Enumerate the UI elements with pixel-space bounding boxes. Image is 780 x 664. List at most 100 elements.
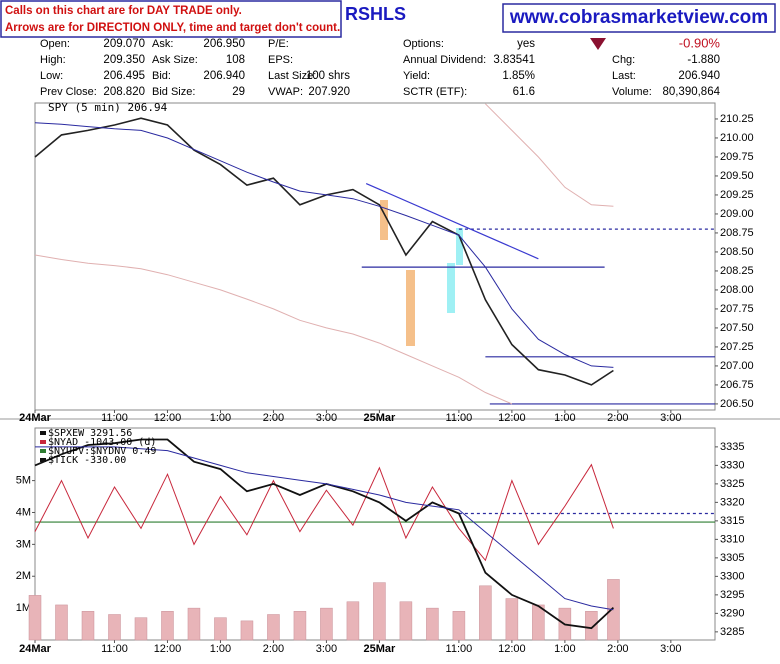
x-tick-label: 24Mar — [19, 643, 52, 655]
quote-value: 208.820 — [103, 86, 145, 98]
arrow-marker — [447, 263, 455, 313]
x-tick-label: 1:00 — [210, 643, 231, 655]
volume-bar — [267, 614, 280, 641]
series-line — [34, 122, 614, 368]
quote-label: VWAP: — [268, 86, 303, 98]
quote-value: 100 shrs — [306, 70, 350, 82]
y2-tick-label: 3335 — [720, 441, 744, 453]
quote-value: 209.350 — [103, 54, 145, 66]
quote-label: Last Size: — [268, 70, 316, 82]
y-tick-label: 2M — [16, 570, 31, 582]
volume-bar — [293, 611, 307, 641]
y-tick-label: 208.50 — [720, 246, 754, 258]
quote-value: 3.83541 — [493, 54, 535, 66]
x-tick-label: 3:00 — [316, 643, 337, 655]
y-tick-label: 1M — [16, 602, 31, 614]
legend-entry: $NYAD -1043.00 (d) — [48, 437, 156, 448]
y-tick-label: 210.00 — [720, 132, 754, 144]
quote-value: 206.940 — [678, 70, 720, 82]
x-tick-label: 3:00 — [316, 412, 337, 424]
x-tick-label: 24Mar — [19, 412, 52, 424]
x-tick-label: 25Mar — [364, 643, 397, 655]
volume-bar — [161, 611, 174, 641]
quote-label: Yield: — [403, 70, 430, 82]
volume-bar — [585, 611, 598, 641]
quote-label: SCTR (ETF): — [403, 86, 467, 98]
quote-label: Last: — [612, 70, 636, 82]
y2-tick-label: 3310 — [720, 533, 744, 545]
legend-entry: $NYUPV:$NYDNV 0.49 — [48, 446, 156, 457]
volume-bar — [452, 611, 466, 641]
site-box — [502, 3, 776, 33]
x-tick-label: 1:00 — [554, 412, 575, 424]
quote-label: Chg: — [612, 54, 635, 66]
volume-bar — [81, 611, 95, 641]
x-tick-label: 25Mar — [364, 412, 397, 424]
chart-title: SPY (5 min) 206.94 — [48, 101, 168, 114]
y2-tick-label: 3325 — [720, 478, 744, 490]
volume-bar — [426, 607, 439, 641]
legend-swatch — [40, 431, 46, 435]
y-tick-label: 207.25 — [720, 341, 754, 353]
quote-label: Annual Dividend: — [403, 54, 486, 66]
y-tick-label: 207.75 — [720, 303, 754, 315]
x-tick-label: 2:00 — [607, 643, 628, 655]
quote-value: yes — [517, 38, 535, 50]
quote-value: 206.950 — [203, 38, 245, 50]
volume-bar — [532, 604, 545, 641]
volume-bar — [55, 604, 68, 641]
x-tick-label: 2:00 — [607, 412, 628, 424]
series-line — [34, 463, 614, 562]
quote-label: EPS: — [268, 54, 293, 66]
quote-value: -1.880 — [687, 54, 720, 66]
volume-bar — [505, 598, 519, 641]
y-tick-label: 209.00 — [720, 208, 754, 220]
quote-value: 207.920 — [308, 86, 350, 98]
volume-bar — [607, 579, 620, 641]
upper-panel — [34, 102, 716, 411]
x-tick-label: 2:00 — [263, 412, 284, 424]
y-tick-label: 5M — [16, 475, 31, 487]
x-tick-label: 3:00 — [660, 412, 681, 424]
quote-label: Ask: — [152, 38, 173, 50]
x-tick-label: 1:00 — [210, 412, 231, 424]
y2-tick-label: 3330 — [720, 459, 744, 471]
y-tick-label: 3M — [16, 538, 31, 550]
y-tick-label: 207.50 — [720, 322, 754, 334]
quote-label: Prev Close: — [40, 86, 97, 98]
y-tick-label: 206.50 — [720, 398, 754, 410]
quote-label: Volume: — [612, 86, 652, 98]
quote-label: Open: — [40, 38, 70, 50]
quote-label: Low: — [40, 70, 63, 82]
volume-bar — [346, 601, 360, 641]
x-tick-label: 12:00 — [154, 643, 182, 655]
x-tick-label: 12:00 — [498, 643, 526, 655]
y2-tick-label: 3320 — [720, 496, 744, 508]
quote-value: 80,390,864 — [662, 86, 720, 98]
series-line — [34, 254, 513, 405]
x-tick-label: 12:00 — [154, 412, 182, 424]
volume-bar — [28, 595, 42, 641]
legend-swatch — [40, 440, 46, 444]
x-tick-label: 12:00 — [498, 412, 526, 424]
volume-bar — [479, 585, 492, 641]
y-tick-label: 207.00 — [720, 360, 754, 372]
y-tick-label: 4M — [16, 506, 31, 518]
quote-label: Options: — [403, 38, 444, 50]
quote-value: 108 — [226, 54, 245, 66]
quote-label: P/E: — [268, 38, 289, 50]
y2-tick-label: 3315 — [720, 515, 744, 527]
y-tick-label: 206.75 — [720, 379, 754, 391]
volume-bar — [134, 617, 148, 641]
arrow-marker — [456, 228, 463, 265]
volume-bar — [399, 601, 413, 641]
quote-label: Bid Size: — [152, 86, 195, 98]
volume-bar — [108, 614, 121, 641]
x-tick-label: 11:00 — [446, 412, 473, 424]
x-tick-label: 11:00 — [446, 643, 473, 655]
x-tick-label: 2:00 — [263, 643, 284, 655]
notice-box — [0, 0, 342, 38]
series-line — [485, 103, 614, 207]
